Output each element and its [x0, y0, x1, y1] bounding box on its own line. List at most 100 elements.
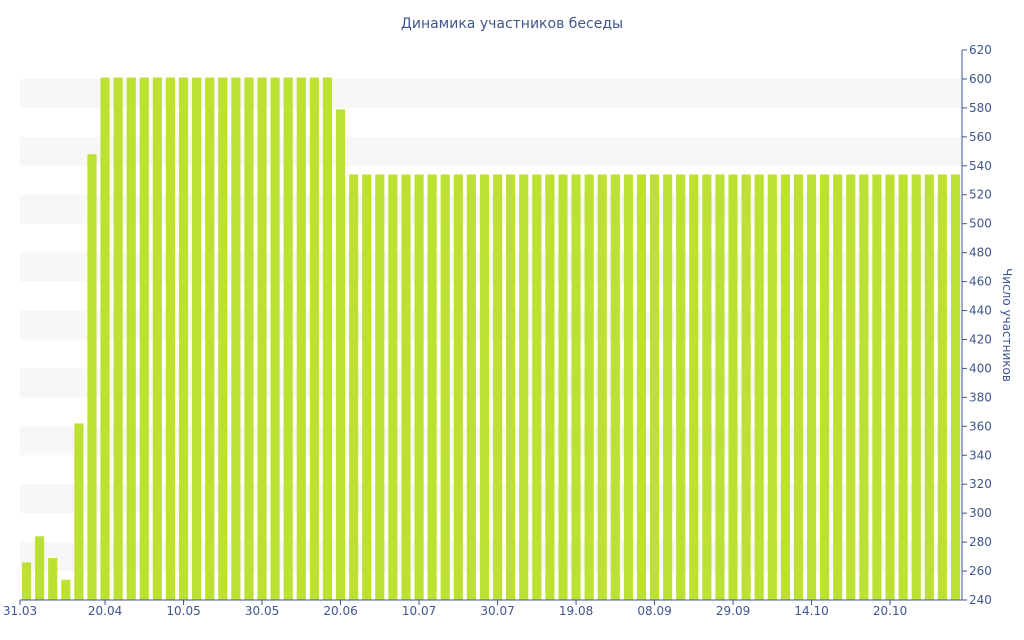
x-tick-label: 10.07 [402, 604, 436, 618]
grid-band [20, 310, 962, 340]
bar[interactable] [597, 174, 607, 600]
bar[interactable] [859, 174, 869, 600]
bar[interactable] [885, 174, 895, 600]
y-tick-label: 260 [969, 564, 992, 578]
bar[interactable] [152, 77, 162, 601]
bar[interactable] [767, 174, 777, 600]
grid-band [20, 484, 962, 514]
x-tick-label: 29.09 [716, 604, 750, 618]
x-tick-label: 10.05 [166, 604, 200, 618]
bar[interactable] [532, 174, 542, 600]
bar[interactable] [388, 174, 398, 600]
bar[interactable] [820, 174, 830, 600]
bar[interactable] [911, 174, 921, 600]
bar[interactable] [676, 174, 686, 600]
bar[interactable] [610, 174, 620, 600]
x-tick-label: 08.09 [637, 604, 671, 618]
bar[interactable] [375, 174, 385, 600]
bar[interactable] [362, 174, 372, 600]
bar[interactable] [466, 174, 476, 600]
bar[interactable] [780, 174, 790, 600]
bar[interactable] [519, 174, 529, 600]
grid-band [20, 78, 962, 108]
bar[interactable] [924, 174, 934, 600]
bar[interactable] [218, 77, 228, 601]
bar[interactable] [87, 154, 97, 601]
bar[interactable] [846, 174, 856, 600]
bar[interactable] [571, 174, 581, 600]
bar[interactable] [663, 174, 673, 600]
y-tick-label: 440 [969, 304, 992, 318]
x-tick-label: 20.10 [873, 604, 907, 618]
bar[interactable] [126, 77, 136, 601]
bar[interactable] [806, 174, 817, 600]
bar[interactable] [754, 174, 764, 600]
grid-band [20, 368, 962, 398]
x-tick-label: 30.05 [245, 604, 279, 618]
x-tick-label: 14.10 [794, 604, 828, 618]
bar[interactable] [937, 174, 947, 600]
bar[interactable] [636, 174, 647, 600]
bar[interactable] [100, 77, 110, 601]
bar[interactable] [231, 77, 241, 601]
bar[interactable] [322, 77, 333, 601]
bar[interactable] [427, 174, 437, 600]
bar[interactable] [453, 174, 463, 600]
bar[interactable] [192, 77, 202, 601]
bar[interactable] [702, 174, 712, 600]
bar[interactable] [257, 77, 267, 601]
x-axis: 31.03 20.04 10.05 30.05 20.06 10.07 30.07 19.08… [3, 599, 962, 618]
y-tick-label: 460 [969, 275, 992, 289]
bar[interactable] [21, 562, 32, 600]
x-tick-label: 31.03 [3, 604, 37, 618]
bar[interactable] [950, 174, 961, 600]
y-tick-label: 480 [969, 246, 992, 260]
grid-band [20, 542, 962, 572]
bar[interactable] [833, 174, 843, 600]
bar[interactable] [165, 77, 176, 601]
bar[interactable] [205, 77, 215, 601]
bar[interactable] [309, 77, 319, 601]
bar[interactable] [335, 109, 346, 600]
bar[interactable] [270, 77, 280, 601]
bar[interactable] [296, 77, 306, 601]
bar[interactable] [61, 579, 71, 600]
bar[interactable] [74, 423, 84, 600]
bar[interactable] [401, 174, 411, 600]
x-tick-label: 19.08 [559, 604, 593, 618]
bar[interactable] [545, 174, 555, 600]
bar[interactable] [715, 174, 725, 600]
bar[interactable] [506, 174, 516, 600]
bar[interactable] [649, 174, 660, 600]
bar[interactable] [349, 174, 359, 600]
y-tick-label: 520 [969, 188, 992, 202]
bar[interactable] [48, 558, 58, 600]
grid-band [20, 426, 962, 456]
bar[interactable] [623, 174, 633, 600]
bar[interactable] [492, 174, 503, 600]
bar[interactable] [35, 536, 45, 600]
grid-band [20, 252, 962, 282]
bar[interactable] [139, 77, 149, 601]
y-tick-label: 380 [969, 390, 992, 404]
bar[interactable] [689, 174, 699, 600]
bar[interactable] [283, 77, 293, 601]
bar[interactable] [741, 174, 751, 600]
y-tick-label: 540 [969, 159, 992, 173]
bar[interactable] [178, 77, 189, 601]
bar[interactable] [728, 174, 738, 600]
bar[interactable] [584, 174, 594, 600]
bar[interactable] [414, 174, 424, 600]
bar[interactable] [244, 77, 254, 601]
y-axis: 240 260 280 300 320 340 360 380 400 420 440 460 480 5… [961, 43, 992, 607]
bar[interactable] [440, 174, 450, 600]
bar[interactable] [898, 174, 908, 600]
bar[interactable] [793, 174, 804, 600]
y-tick-label: 500 [969, 217, 992, 231]
bar[interactable] [558, 174, 568, 600]
bar[interactable] [872, 174, 882, 600]
bar[interactable] [479, 174, 490, 600]
bar[interactable] [113, 77, 123, 601]
